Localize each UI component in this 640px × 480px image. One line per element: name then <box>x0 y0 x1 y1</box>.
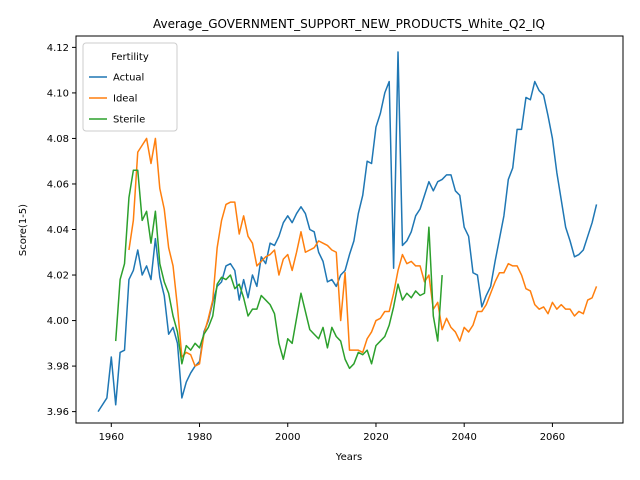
legend-label-ideal: Ideal <box>113 94 137 105</box>
x-tick-label: 2020 <box>363 432 388 443</box>
y-tick-label: 4.10 <box>47 88 69 99</box>
legend-label-actual: Actual <box>113 73 144 84</box>
y-tick-label: 4.00 <box>47 316 69 327</box>
legend: Fertility Actual Ideal Sterile <box>82 42 178 132</box>
series-line-sterile <box>114 169 443 370</box>
chart-title: Average_GOVERNMENT_SUPPORT_NEW_PRODUCTS_… <box>153 17 545 31</box>
legend-box <box>82 42 178 132</box>
y-axis: 3.96 3.98 4.00 4.02 4.04 4.06 4.08 4.10 4.12 <box>47 43 76 418</box>
x-tick-label: 1980 <box>187 432 212 443</box>
x-axis: 1960 1980 2000 2020 2040 2060 <box>99 423 565 443</box>
legend-label-sterile: Sterile <box>113 115 145 126</box>
y-tick-label: 4.12 <box>47 43 69 54</box>
y-tick-label: 3.98 <box>47 362 69 373</box>
x-tick-label: 2000 <box>275 432 300 443</box>
y-axis-label: Score(1-5) <box>18 204 29 256</box>
y-tick-label: 4.06 <box>47 179 69 190</box>
series-line-actual <box>97 51 598 413</box>
plot-lines <box>97 51 598 413</box>
x-tick-label: 2040 <box>451 432 476 443</box>
x-axis-label: Years <box>335 452 362 463</box>
y-tick-label: 4.02 <box>47 271 69 282</box>
y-tick-label: 4.04 <box>47 225 69 236</box>
y-tick-label: 3.96 <box>47 407 69 418</box>
x-tick-label: 1960 <box>99 432 124 443</box>
x-tick-label: 2060 <box>540 432 565 443</box>
y-tick-label: 4.08 <box>47 134 69 145</box>
series-line-ideal <box>128 137 598 367</box>
legend-title: Fertility <box>111 52 149 63</box>
